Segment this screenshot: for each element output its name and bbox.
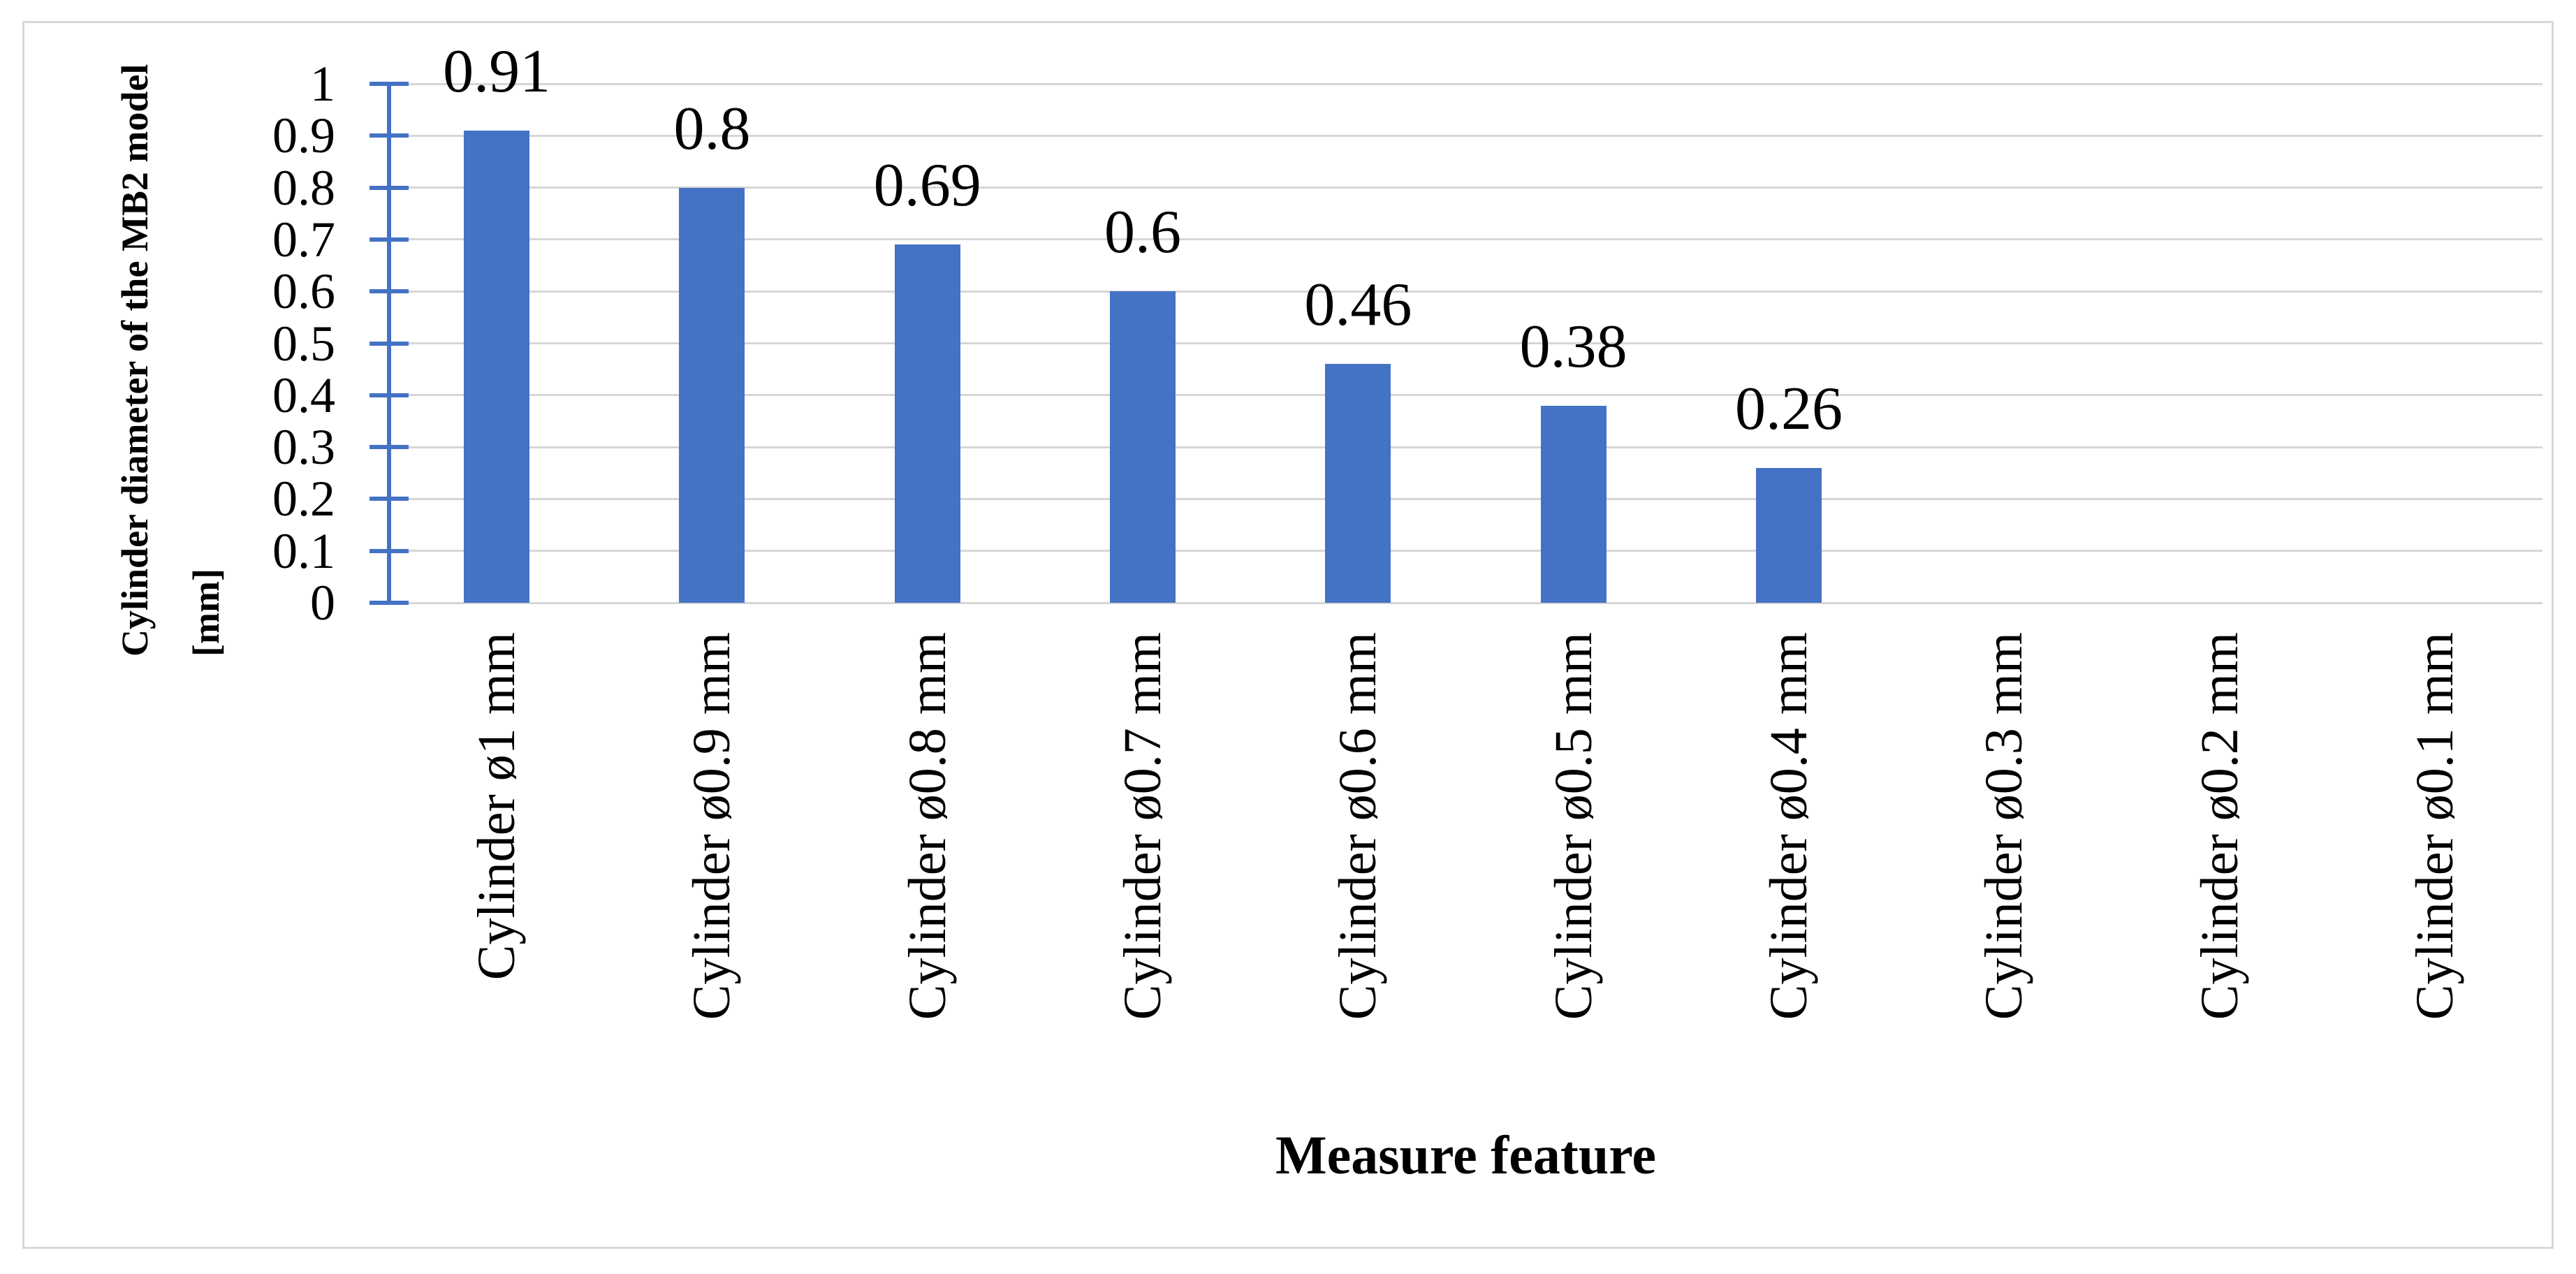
x-category-label: Cylinder ø0.2 mm <box>2190 632 2249 1020</box>
y-axis-tick <box>369 497 409 501</box>
y-gridline <box>389 446 2542 448</box>
y-tick-label: 0.6 <box>272 263 335 320</box>
bar-value-label: 0.38 <box>1519 312 1627 381</box>
x-category-label: Cylinder ø0.4 mm <box>1759 632 1818 1020</box>
bar <box>1325 364 1391 603</box>
y-gridline <box>389 238 2542 241</box>
x-category-label: Cylinder ø1 mm <box>467 632 527 981</box>
bar-value-label: 0.69 <box>873 152 981 220</box>
y-axis-tick <box>369 393 409 397</box>
x-category-label: Cylinder ø0.7 mm <box>1113 632 1173 1020</box>
y-tick-label: 0 <box>310 575 335 631</box>
y-tick-label: 0.5 <box>272 315 335 372</box>
y-tick-label: 0.9 <box>272 108 335 164</box>
y-axis-tick <box>369 601 409 605</box>
x-category-label: Cylinder ø0.6 mm <box>1329 632 1388 1020</box>
bar-value-label: 0.8 <box>673 94 751 163</box>
y-axis-tick <box>369 133 409 138</box>
bar-value-label: 0.6 <box>1104 198 1182 267</box>
bar-value-label: 0.91 <box>443 37 551 105</box>
y-axis-tick <box>369 82 409 86</box>
x-category-label: Cylinder ø0.3 mm <box>1975 632 2034 1020</box>
y-axis-tick <box>369 548 409 553</box>
y-tick-label: 0.3 <box>272 419 335 476</box>
x-category-label: Cylinder ø0.1 mm <box>2405 632 2464 1020</box>
bar <box>464 130 530 603</box>
y-gridline <box>389 290 2542 293</box>
y-axis-tick <box>369 237 409 242</box>
y-tick-label: 0.7 <box>272 211 335 268</box>
y-gridline <box>389 134 2542 137</box>
y-gridline <box>389 186 2542 189</box>
bar <box>1755 467 1822 603</box>
y-axis-tick <box>369 185 409 190</box>
y-gridline <box>389 82 2542 85</box>
y-tick-label: 0.2 <box>272 471 335 527</box>
y-gridline <box>389 497 2542 500</box>
y-axis-tick <box>369 445 409 450</box>
x-axis-title: Measure feature <box>1275 1125 1657 1185</box>
y-tick-label: 0.4 <box>272 367 335 423</box>
y-gridline <box>389 394 2542 397</box>
y-tick-label: 0.8 <box>272 159 335 216</box>
y-axis-tick <box>369 289 409 294</box>
bar <box>1540 405 1607 603</box>
y-gridline <box>389 601 2542 604</box>
y-axis-tick <box>369 341 409 346</box>
bar-value-label: 0.26 <box>1734 374 1843 443</box>
bar <box>894 244 960 603</box>
y-gridline <box>389 550 2542 552</box>
x-category-label: Cylinder ø0.5 mm <box>1544 632 1603 1020</box>
figure-border <box>22 21 2554 1249</box>
y-gridline <box>389 342 2542 344</box>
x-category-label: Cylinder ø0.8 mm <box>898 632 957 1020</box>
y-tick-label: 0.1 <box>272 522 335 579</box>
x-category-label: Cylinder ø0.9 mm <box>682 632 742 1020</box>
bar <box>1110 291 1176 603</box>
bar <box>679 187 745 603</box>
bar-value-label: 0.46 <box>1304 271 1412 339</box>
y-tick-label: 1 <box>310 56 335 112</box>
